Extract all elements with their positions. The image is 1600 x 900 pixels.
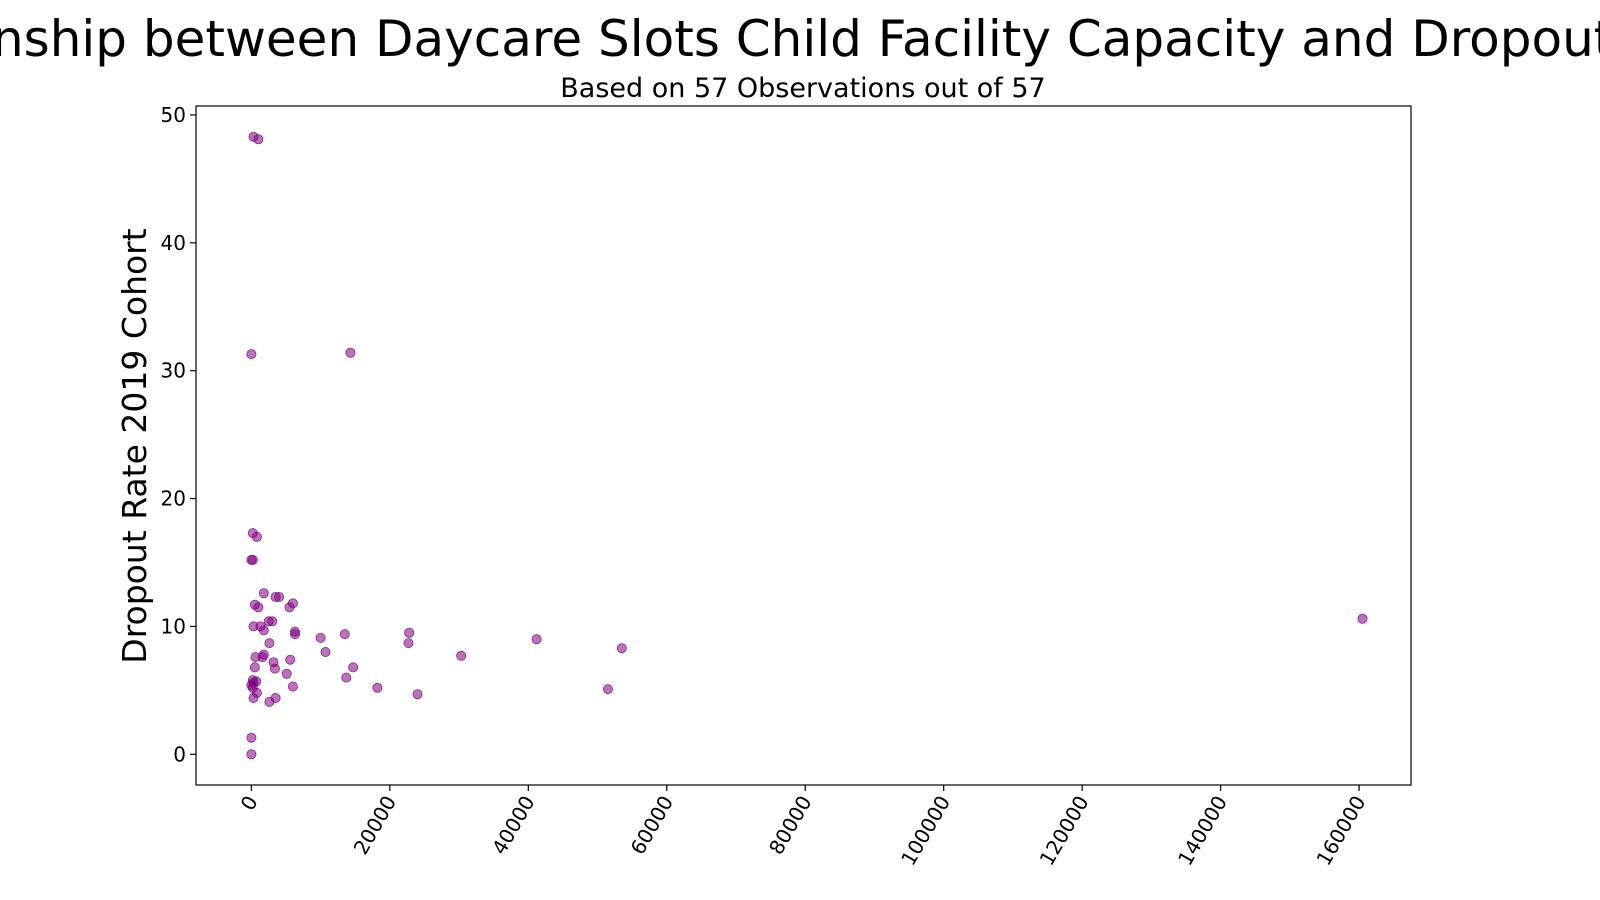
data-point — [315, 632, 326, 643]
y-tick-label: 10 — [161, 614, 186, 638]
data-point — [274, 592, 285, 603]
data-point — [345, 347, 356, 358]
plot-frame — [195, 105, 1412, 786]
y-tick-label: 20 — [161, 487, 186, 511]
data-point — [246, 732, 257, 743]
data-point — [258, 588, 269, 599]
data-point — [287, 681, 298, 692]
data-point — [412, 689, 423, 700]
data-point — [249, 662, 260, 673]
y-axis-label: Dropout Rate 2019 Cohort — [115, 228, 154, 663]
data-point — [531, 634, 542, 645]
data-point — [339, 629, 350, 640]
data-point — [246, 349, 257, 360]
data-point — [289, 629, 300, 640]
y-axis: 0 10 20 30 40 50 — [161, 103, 196, 766]
data-point — [247, 554, 258, 565]
data-point — [250, 652, 261, 663]
data-point — [248, 693, 259, 704]
data-point — [456, 650, 467, 661]
data-point — [251, 531, 262, 542]
data-point — [404, 627, 415, 638]
data-point — [341, 672, 352, 683]
data-point — [616, 643, 627, 654]
data-point — [253, 134, 264, 145]
data-point — [264, 696, 275, 707]
data-point — [284, 602, 295, 613]
data-point — [281, 668, 292, 679]
data-point — [403, 638, 414, 649]
data-points — [246, 131, 1368, 760]
chart-title: Relationship between Daycare Slots Child… — [0, 10, 1600, 68]
data-point — [602, 684, 613, 695]
y-tick-label: 0 — [173, 742, 186, 766]
data-point — [267, 616, 278, 627]
data-point — [372, 682, 383, 693]
data-point — [320, 647, 331, 658]
data-point — [253, 602, 264, 613]
data-point — [246, 749, 257, 760]
data-point — [269, 663, 280, 674]
data-point — [1357, 613, 1368, 624]
data-point — [258, 625, 269, 636]
data-point — [264, 638, 275, 649]
data-point — [285, 654, 296, 665]
data-point — [348, 662, 359, 673]
y-tick-label: 40 — [161, 231, 186, 255]
y-tick-label: 50 — [161, 103, 186, 127]
y-tick-label: 30 — [161, 359, 186, 383]
chart-subtitle: Based on 57 Observations out of 57 — [560, 73, 1045, 104]
